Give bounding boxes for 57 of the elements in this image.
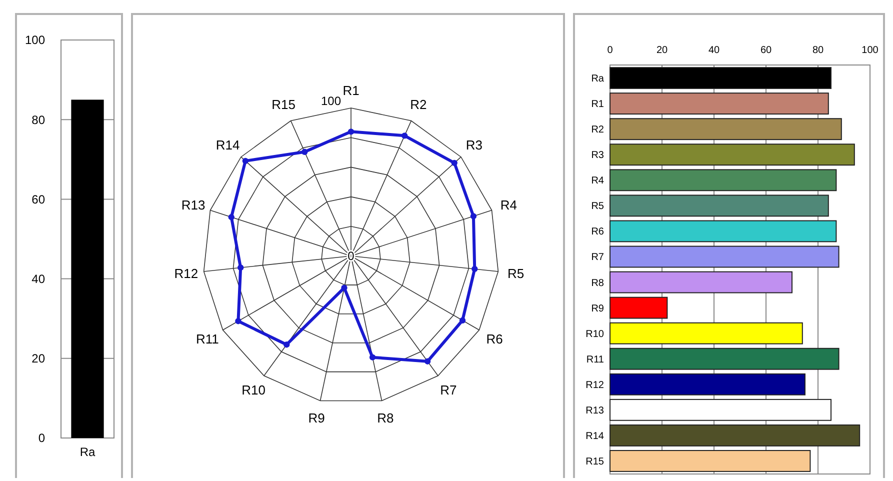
x-tick-label: 40 [708, 45, 720, 56]
y-tick-label: Ra [591, 74, 604, 85]
y-tick-label: R4 [591, 176, 604, 187]
spoke-label: R4 [500, 197, 517, 212]
bar [610, 424, 860, 446]
y-tick-label: 80 [32, 112, 46, 127]
spoke-label: R11 [196, 331, 219, 346]
spoke-label: R3 [466, 138, 482, 153]
spoke-label: R10 [242, 382, 266, 398]
spoke-label: R7 [440, 382, 457, 398]
y-tick-label: 0 [38, 431, 46, 446]
y-tick-label: R12 [586, 380, 604, 391]
y-tick-label: R11 [586, 354, 604, 366]
bar [610, 92, 829, 115]
spoke-label: R12 [174, 266, 198, 281]
bar [610, 194, 829, 217]
spoke-label: R15 [272, 97, 296, 112]
x-tick-label: 100 [862, 45, 879, 56]
y-tick-label: R10 [586, 328, 604, 340]
y-tick-label: R1 [591, 99, 604, 110]
bar [610, 373, 806, 396]
y-tick-label: R8 [591, 278, 604, 289]
y-tick-label: R13 [586, 405, 604, 416]
bar [610, 144, 855, 166]
bar [610, 296, 668, 319]
y-tick-label: R14 [586, 430, 604, 442]
x-tick-label: 0 [607, 45, 614, 56]
bar [610, 220, 837, 242]
spoke-label: R2 [410, 97, 427, 112]
y-tick-label: 40 [32, 272, 46, 286]
y-tick-label: R6 [591, 226, 604, 238]
x-tick-label: 20 [656, 45, 668, 56]
bar [610, 322, 803, 344]
spoke-label: R6 [486, 331, 503, 346]
spoke-label: R9 [308, 410, 325, 426]
y-tick-label: R5 [591, 201, 604, 212]
bar [610, 271, 792, 294]
x-tick-label: 60 [760, 45, 772, 56]
y-tick-label: 60 [32, 192, 46, 206]
spoke-label: R14 [216, 138, 240, 153]
y-tick-label: R2 [591, 124, 604, 136]
bar [610, 246, 840, 268]
bar [610, 450, 811, 472]
bar [610, 169, 837, 192]
x-tick-label: 80 [812, 45, 824, 56]
spoke-label: R1 [342, 82, 360, 98]
y-tick-label: R7 [591, 252, 604, 264]
bar [610, 67, 832, 89]
spoke-label: R5 [508, 266, 524, 281]
bar [610, 348, 840, 370]
y-tick-label: 20 [32, 352, 46, 366]
spoke-label: R8 [377, 410, 394, 426]
y-tick-label: R9 [591, 303, 604, 314]
spoke-label: R13 [181, 197, 206, 212]
bar [610, 118, 842, 140]
y-tick-label: R15 [586, 456, 604, 468]
y-tick-label: R3 [591, 150, 604, 162]
